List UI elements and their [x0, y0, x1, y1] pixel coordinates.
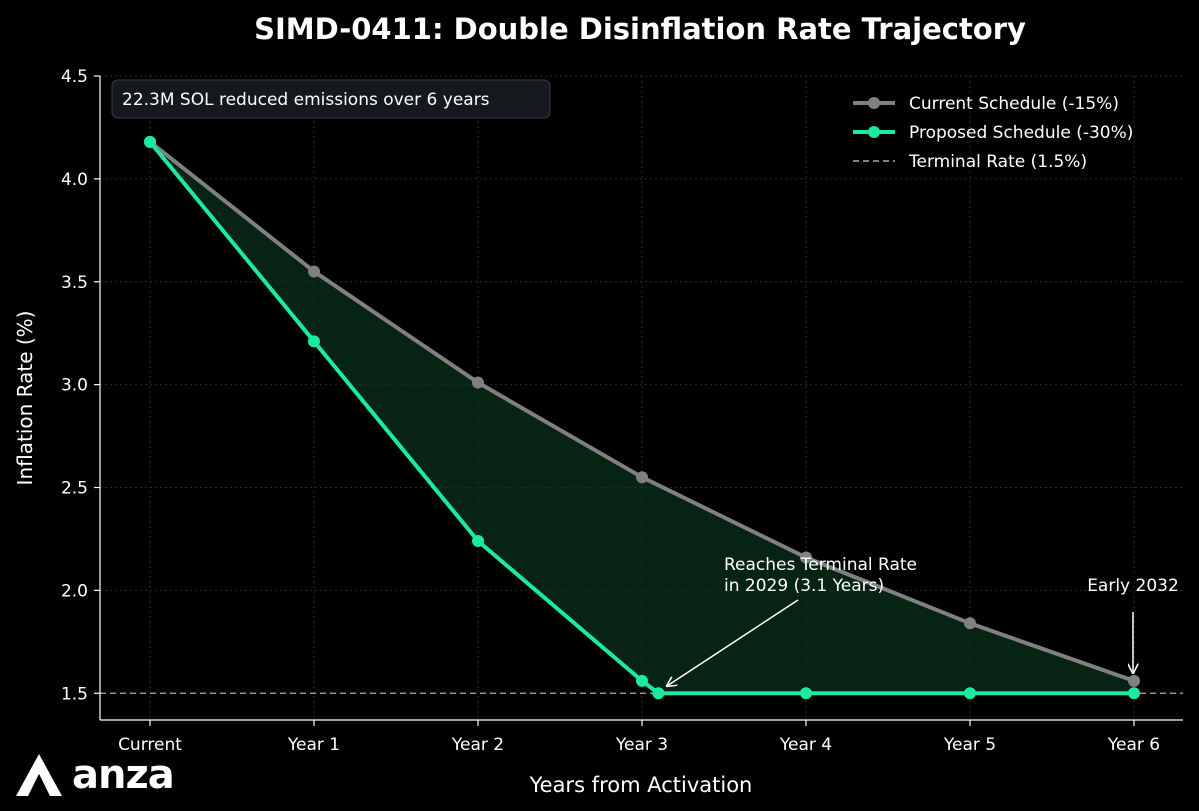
proposed-schedule-point-7	[1128, 687, 1140, 700]
current-schedule-point-3	[636, 471, 648, 484]
y-tick-label-4: 3.5	[61, 273, 88, 293]
x-tick-label-4: Year 4	[779, 735, 832, 755]
legend-proposed: Proposed Schedule (-30%)	[909, 123, 1133, 143]
anza-logo: anza	[14, 752, 175, 798]
x-tick-label-5: Year 5	[943, 735, 996, 755]
current-schedule-point-4	[800, 551, 812, 564]
legend: Current Schedule (-15%) Proposed Schedul…	[853, 94, 1133, 172]
anza-logo-icon	[16, 754, 62, 796]
info-box: 22.3M SOL reduced emissions over 6 years	[111, 79, 551, 119]
annotation-terminal-arrow	[667, 599, 799, 686]
y-tick-label-2: 2.5	[61, 479, 88, 499]
y-axis-label: Inflation Rate (%)	[13, 311, 37, 486]
x-tick-label-0: Current	[118, 735, 182, 755]
x-tick-label-6: Year 6	[1107, 735, 1160, 755]
proposed-schedule-point-3	[636, 674, 648, 687]
annotation-terminal-line2: in 2029 (3.1 Years)	[724, 576, 884, 596]
legend-current: Current Schedule (-15%)	[909, 94, 1119, 114]
annotation-terminal-line1: Reaches Terminal Rate	[724, 555, 917, 575]
x-axis-label: Years from Activation	[529, 773, 753, 797]
series-proposed-schedule	[144, 135, 1140, 700]
y-tick-label-1: 2.0	[61, 581, 88, 601]
current-schedule-point-6	[1128, 674, 1140, 687]
y-ticks: 1.5 2.0 2.5 3.0 3.5 4.0 4.5	[61, 67, 100, 704]
current-schedule-point-2	[472, 376, 484, 389]
proposed-schedule-point-4	[652, 687, 665, 700]
current-schedule-point-5	[964, 617, 976, 630]
y-tick-label-6: 4.5	[61, 67, 88, 87]
x-tick-label-1: Year 1	[287, 735, 340, 755]
x-tick-label-2: Year 2	[451, 735, 504, 755]
current-schedule-point-1	[308, 265, 320, 278]
proposed-schedule-line	[148, 140, 1134, 696]
annotation-2032: Early 2032	[1087, 576, 1179, 673]
legend-terminal: Terminal Rate (1.5%)	[908, 152, 1087, 172]
proposed-schedule-point-1	[308, 335, 320, 348]
anza-logo-text: anza	[72, 752, 175, 798]
chart-title: SIMD-0411: Double Disinflation Rate Traj…	[254, 12, 1026, 46]
proposed-schedule-point-6	[964, 687, 976, 700]
proposed-schedule-point-0	[144, 135, 156, 148]
x-ticks: Current Year 1 Year 2 Year 3 Year 4 Year 5 Yea…	[118, 720, 1160, 755]
proposed-schedule-point-5	[800, 687, 812, 700]
y-tick-label-5: 4.0	[61, 170, 88, 190]
annotation-2032-text: Early 2032	[1087, 576, 1179, 596]
y-tick-label-3: 3.0	[61, 376, 88, 396]
annotation-terminal: Reaches Terminal Rate in 2029 (3.1 Years…	[667, 555, 917, 686]
proposed-schedule-point-2	[472, 534, 484, 547]
y-tick-label-0: 1.5	[61, 684, 88, 704]
info-box-text: 22.3M SOL reduced emissions over 6 years	[122, 90, 490, 110]
reduction-area	[150, 141, 1134, 694]
x-tick-label-3: Year 3	[615, 735, 668, 755]
